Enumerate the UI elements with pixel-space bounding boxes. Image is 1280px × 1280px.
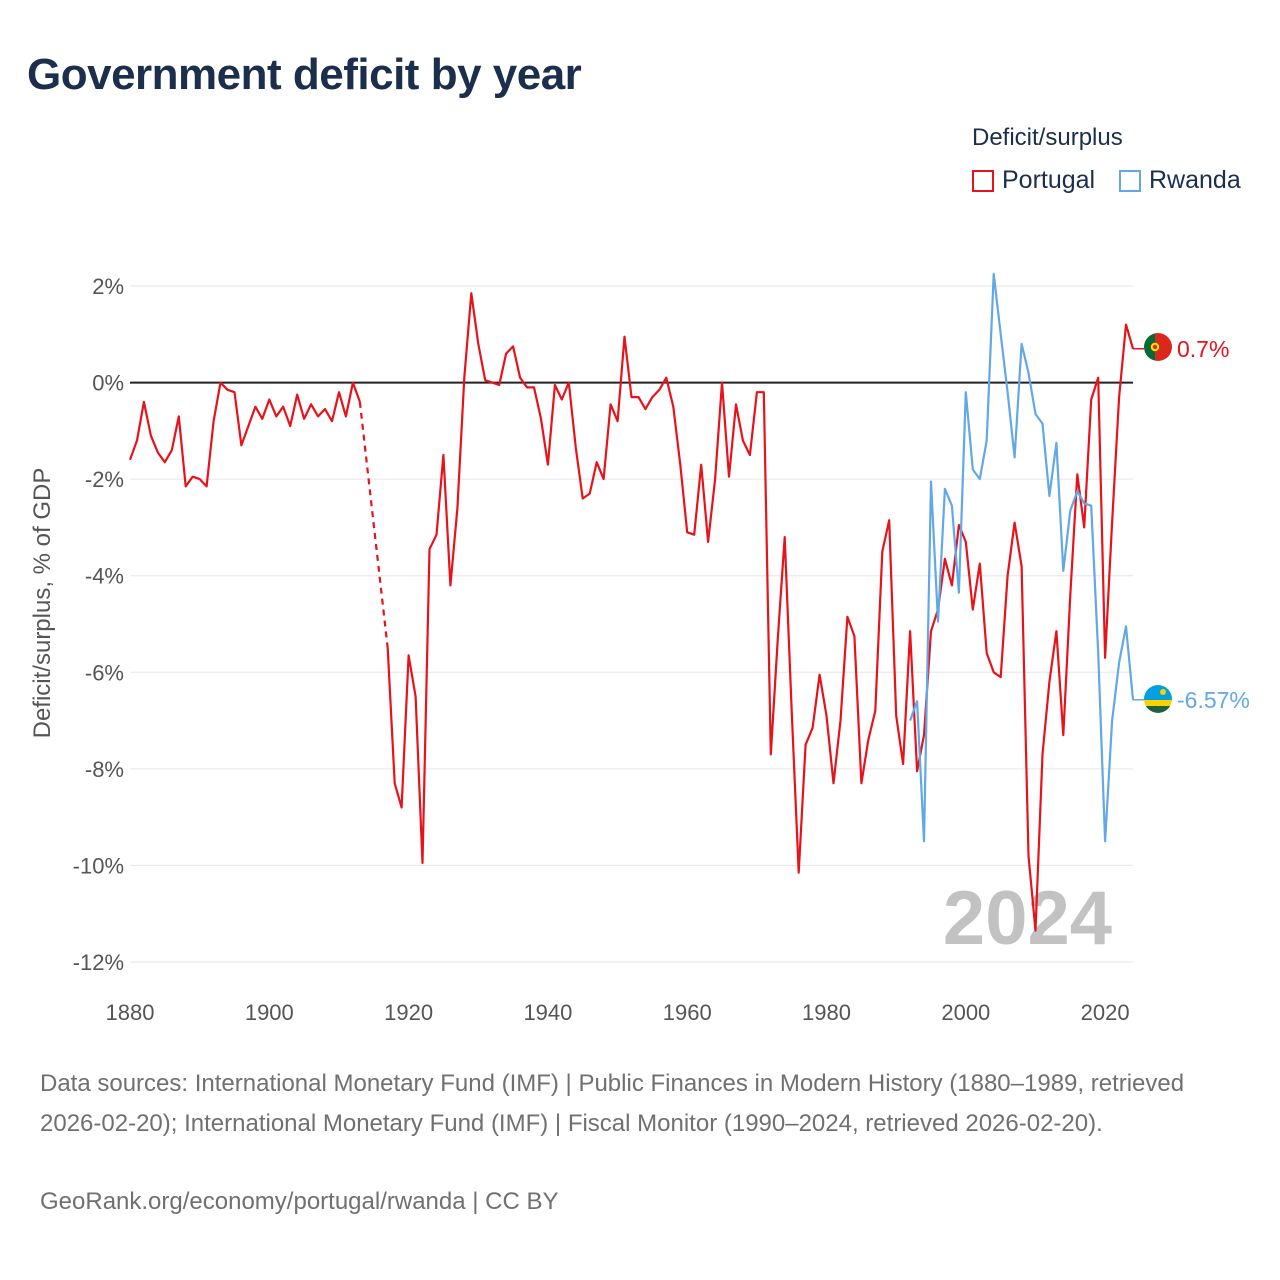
y-tick-label: -4% (85, 564, 124, 589)
series-line-portugal[interactable] (386, 292, 1135, 932)
legend-swatch-rwanda (1119, 169, 1141, 192)
y-tick-label: -8% (85, 757, 124, 782)
series-line-rwanda[interactable] (909, 272, 1135, 843)
legend-label-portugal: Portugal (1002, 166, 1096, 194)
y-tick-label: 2% (92, 274, 124, 299)
y-tick-label: -6% (85, 660, 124, 685)
data-source-note: Data sources: International Monetary Fun… (40, 1070, 1185, 1137)
rwanda-flag-icon (1144, 685, 1172, 713)
series-line-portugal[interactable] (128, 381, 361, 488)
y-tick-label: 0% (92, 371, 124, 396)
x-tick-label: 1900 (245, 1000, 294, 1025)
legend-title: Deficit/surplus (972, 124, 1123, 151)
legend-item-rwanda[interactable]: Rwanda (1119, 166, 1241, 195)
y-tick-label: -10% (73, 853, 124, 878)
year-watermark: 2024 (943, 876, 1112, 961)
end-label-portugal: 0.7% (1177, 336, 1229, 362)
y-axis-label: Deficit/surplus, % of GDP (29, 468, 56, 739)
y-tick-label: -2% (85, 467, 124, 492)
series-gap-portugal (358, 401, 389, 649)
legend-label-rwanda: Rwanda (1149, 166, 1241, 194)
x-tick-label: 2020 (1081, 1000, 1130, 1025)
x-tick-label: 1880 (106, 1000, 155, 1025)
end-label-rwanda: -6.57% (1177, 687, 1250, 713)
legend-swatch-portugal (972, 169, 994, 192)
x-tick-label: 2000 (941, 1000, 990, 1025)
portugal-flag-icon (1144, 333, 1172, 361)
x-tick-label: 1960 (663, 1000, 712, 1025)
legend-item-portugal[interactable]: Portugal (972, 166, 1095, 195)
chart-title: Government deficit by year (27, 50, 582, 99)
x-tick-label: 1980 (802, 1000, 851, 1025)
credit-link[interactable]: GeoRank.org/economy/portugal/rwanda | CC… (40, 1188, 559, 1215)
line-chart: 2024 2% 0% -2% -4% -6% -8% -10% -12% 1880 1900 192… (29, 272, 1250, 1025)
x-tick-label: 1940 (523, 1000, 572, 1025)
x-tick-label: 1920 (384, 1000, 433, 1025)
y-tick-label: -12% (73, 950, 124, 975)
